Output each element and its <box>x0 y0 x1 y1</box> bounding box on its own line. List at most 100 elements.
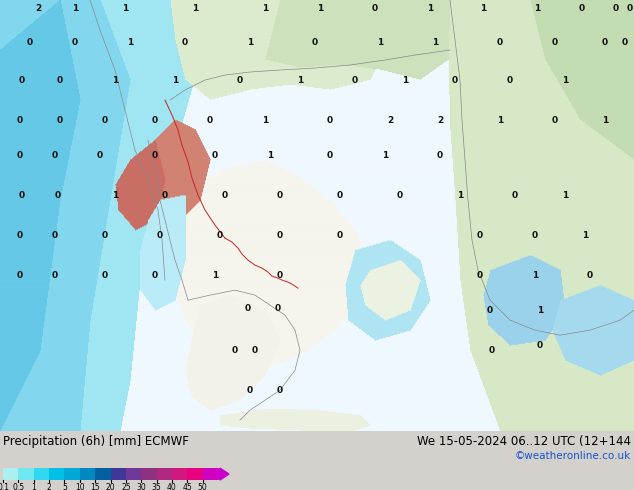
Text: 0: 0 <box>212 150 218 160</box>
Text: 0: 0 <box>57 116 63 124</box>
Text: 0: 0 <box>477 231 483 240</box>
Text: 0: 0 <box>152 150 158 160</box>
Text: 0: 0 <box>217 231 223 240</box>
Text: 0: 0 <box>237 75 243 85</box>
Bar <box>172 468 187 480</box>
Text: 0: 0 <box>232 345 238 355</box>
Text: 1: 1 <box>382 150 388 160</box>
Text: ©weatheronline.co.uk: ©weatheronline.co.uk <box>515 451 631 461</box>
Text: 0: 0 <box>102 116 108 124</box>
Text: 0: 0 <box>477 270 483 280</box>
Text: 0: 0 <box>19 191 25 199</box>
Text: 0: 0 <box>352 75 358 85</box>
Text: 25: 25 <box>121 483 131 490</box>
Text: 2: 2 <box>437 116 443 124</box>
Text: 1: 1 <box>537 306 543 315</box>
Text: 0: 0 <box>152 116 158 124</box>
Bar <box>126 468 141 480</box>
Text: 0: 0 <box>552 116 558 124</box>
Text: 50: 50 <box>198 483 207 490</box>
Text: 0: 0 <box>552 38 558 47</box>
Text: 1: 1 <box>562 191 568 199</box>
Text: 2: 2 <box>387 116 393 124</box>
Text: 0.1: 0.1 <box>0 483 9 490</box>
Bar <box>49 468 65 480</box>
Text: 1: 1 <box>112 75 118 85</box>
Text: 0: 0 <box>55 191 61 199</box>
Text: 1: 1 <box>602 116 608 124</box>
Bar <box>157 468 172 480</box>
Bar <box>203 468 218 480</box>
Text: 0: 0 <box>17 116 23 124</box>
Text: 0: 0 <box>97 150 103 160</box>
Text: 0: 0 <box>627 3 633 13</box>
Text: 0: 0 <box>19 75 25 85</box>
FancyArrow shape <box>218 468 229 480</box>
Text: 1: 1 <box>72 3 78 13</box>
Text: 1: 1 <box>192 3 198 13</box>
Text: 0: 0 <box>487 306 493 315</box>
Text: 1: 1 <box>172 75 178 85</box>
Text: 0: 0 <box>587 270 593 280</box>
Bar <box>34 468 49 480</box>
Text: 0: 0 <box>277 191 283 199</box>
Text: 1: 1 <box>497 116 503 124</box>
Text: 0: 0 <box>222 191 228 199</box>
Text: 1: 1 <box>267 150 273 160</box>
Text: 1: 1 <box>532 270 538 280</box>
Text: 1: 1 <box>457 191 463 199</box>
Text: 0: 0 <box>102 270 108 280</box>
Text: 0: 0 <box>57 75 63 85</box>
Text: 20: 20 <box>106 483 115 490</box>
Text: 1: 1 <box>427 3 433 13</box>
Text: 1: 1 <box>262 116 268 124</box>
Bar <box>80 468 95 480</box>
Text: 1: 1 <box>212 270 218 280</box>
Text: 0: 0 <box>507 75 513 85</box>
Text: 0: 0 <box>277 270 283 280</box>
Bar <box>141 468 157 480</box>
Text: 0: 0 <box>247 386 253 394</box>
Text: 1: 1 <box>582 231 588 240</box>
Text: 0: 0 <box>245 304 251 313</box>
Text: 0: 0 <box>312 38 318 47</box>
Text: We 15-05-2024 06..12 UTC (12+144: We 15-05-2024 06..12 UTC (12+144 <box>417 435 631 448</box>
Text: 1: 1 <box>262 3 268 13</box>
Bar <box>95 468 110 480</box>
Text: 1: 1 <box>480 3 486 13</box>
Text: 45: 45 <box>183 483 192 490</box>
Text: 0: 0 <box>372 3 378 13</box>
Bar <box>18 468 34 480</box>
Text: 1: 1 <box>402 75 408 85</box>
Text: 0: 0 <box>207 116 213 124</box>
Text: 0: 0 <box>327 150 333 160</box>
Text: 15: 15 <box>90 483 100 490</box>
Text: 1: 1 <box>562 75 568 85</box>
Text: 1: 1 <box>534 3 540 13</box>
Text: 0: 0 <box>52 270 58 280</box>
Text: 0: 0 <box>17 150 23 160</box>
Text: 10: 10 <box>75 483 84 490</box>
Text: 0.5: 0.5 <box>12 483 25 490</box>
Text: 0: 0 <box>489 345 495 355</box>
Text: 0: 0 <box>27 38 33 47</box>
Text: 0: 0 <box>397 191 403 199</box>
Text: 0: 0 <box>157 231 163 240</box>
Text: 1: 1 <box>297 75 303 85</box>
Text: 0: 0 <box>152 270 158 280</box>
Text: 0: 0 <box>72 38 78 47</box>
Text: 1: 1 <box>377 38 383 47</box>
Bar <box>110 468 126 480</box>
Bar <box>65 468 80 480</box>
Text: 0: 0 <box>17 231 23 240</box>
Text: 0: 0 <box>162 191 168 199</box>
Text: 0: 0 <box>602 38 608 47</box>
Text: 0: 0 <box>252 345 258 355</box>
Text: 0: 0 <box>512 191 518 199</box>
Text: 0: 0 <box>277 386 283 394</box>
Text: 30: 30 <box>136 483 146 490</box>
Text: 0: 0 <box>622 38 628 47</box>
Text: 0: 0 <box>497 38 503 47</box>
Text: 0: 0 <box>537 341 543 350</box>
Text: 1: 1 <box>122 3 128 13</box>
